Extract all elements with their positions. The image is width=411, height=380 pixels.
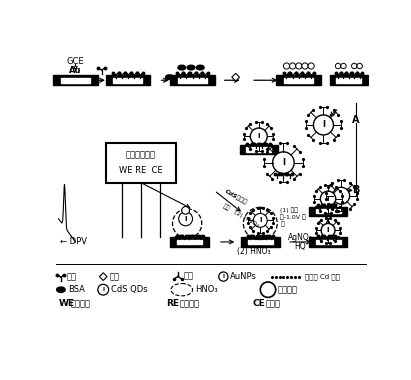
Text: I: I (282, 158, 285, 167)
Polygon shape (99, 273, 107, 280)
Bar (309, 238, 347, 247)
Bar (316, 240, 341, 244)
Bar (178, 235, 180, 238)
Bar (185, 235, 187, 238)
Text: BSA: BSA (68, 285, 85, 294)
Text: B: B (352, 185, 360, 195)
Bar (241, 238, 279, 247)
Text: GCE: GCE (67, 57, 84, 66)
Text: HQ: HQ (295, 242, 306, 251)
Ellipse shape (166, 75, 173, 79)
Text: I: I (258, 133, 260, 139)
Text: 抗原: 抗原 (109, 272, 119, 281)
Text: AuNPs: AuNPs (230, 272, 257, 281)
Text: CdS QDs: CdS QDs (111, 285, 148, 294)
Circle shape (250, 128, 267, 145)
Text: (2) HNO₃: (2) HNO₃ (237, 247, 271, 256)
Text: I: I (327, 227, 329, 233)
Text: 参比电极: 参比电极 (180, 299, 199, 308)
Bar (248, 240, 273, 244)
Text: WE: WE (58, 299, 74, 308)
Circle shape (179, 212, 192, 226)
Circle shape (219, 272, 228, 281)
Text: ← DPV: ← DPV (60, 238, 87, 247)
Circle shape (253, 214, 267, 227)
Bar (284, 78, 313, 82)
Circle shape (321, 223, 335, 238)
Circle shape (182, 206, 189, 214)
Circle shape (260, 282, 276, 298)
Circle shape (308, 63, 314, 69)
Bar (53, 75, 98, 85)
Text: 二抗: 二抗 (184, 271, 194, 280)
Text: 很沉积物: 很沉积物 (278, 285, 298, 294)
Text: CdS量子点: CdS量子点 (223, 188, 248, 206)
Bar (316, 209, 341, 213)
Text: WE RE  CE: WE RE CE (119, 166, 163, 175)
Text: 溶解: 溶解 (222, 203, 231, 212)
Circle shape (302, 63, 308, 69)
Bar (246, 147, 271, 152)
Text: I: I (340, 193, 342, 199)
FancyBboxPatch shape (106, 143, 176, 184)
Text: AgNO₃: AgNO₃ (288, 233, 313, 242)
Text: A: A (352, 115, 360, 125)
Bar (192, 236, 194, 238)
Text: 工作电极: 工作电极 (71, 299, 91, 308)
Text: I: I (259, 217, 261, 223)
Bar (175, 235, 176, 238)
Bar (330, 75, 368, 85)
Text: I: I (327, 196, 329, 202)
Bar (182, 236, 183, 238)
Ellipse shape (57, 287, 65, 292)
Bar (199, 236, 201, 238)
Text: I: I (222, 274, 224, 279)
Text: I: I (322, 120, 325, 130)
Circle shape (296, 63, 302, 69)
Circle shape (332, 187, 350, 204)
Text: 电化学工作站: 电化学工作站 (126, 150, 156, 160)
Circle shape (335, 63, 341, 69)
Bar (309, 207, 347, 216)
Bar (170, 75, 215, 85)
Circle shape (98, 284, 109, 295)
Circle shape (341, 63, 346, 69)
Bar (277, 75, 321, 85)
Text: 高亮的 Cd 或银: 高亮的 Cd 或银 (305, 273, 340, 280)
Circle shape (351, 63, 357, 69)
Circle shape (272, 152, 294, 173)
Text: RE: RE (166, 299, 179, 308)
Bar (113, 78, 142, 82)
Bar (189, 236, 190, 238)
Bar (336, 78, 361, 82)
Text: (2) HNO₃: (2) HNO₃ (233, 210, 260, 228)
Circle shape (320, 191, 336, 207)
Ellipse shape (196, 65, 204, 70)
Ellipse shape (187, 65, 195, 70)
Bar (61, 78, 90, 82)
Polygon shape (232, 73, 240, 81)
Circle shape (284, 63, 290, 69)
Text: I: I (102, 287, 104, 292)
Bar (178, 78, 207, 82)
Bar (177, 240, 202, 244)
Circle shape (290, 63, 296, 69)
Text: (1) 空气
中-1.0V 电
解: (1) 空气 中-1.0V 电 解 (280, 207, 306, 227)
Text: I: I (185, 216, 187, 222)
Bar (106, 75, 150, 85)
Bar (240, 145, 278, 154)
Text: HNO₃: HNO₃ (195, 285, 217, 294)
Bar (203, 236, 204, 238)
Ellipse shape (178, 65, 186, 70)
Text: 对电极: 对电极 (266, 299, 281, 308)
Text: Au: Au (69, 66, 82, 75)
Circle shape (314, 115, 333, 135)
Bar (196, 235, 197, 238)
Bar (170, 238, 209, 247)
Text: CE: CE (253, 299, 266, 308)
Text: 一抗: 一抗 (67, 272, 77, 281)
Circle shape (357, 63, 363, 69)
